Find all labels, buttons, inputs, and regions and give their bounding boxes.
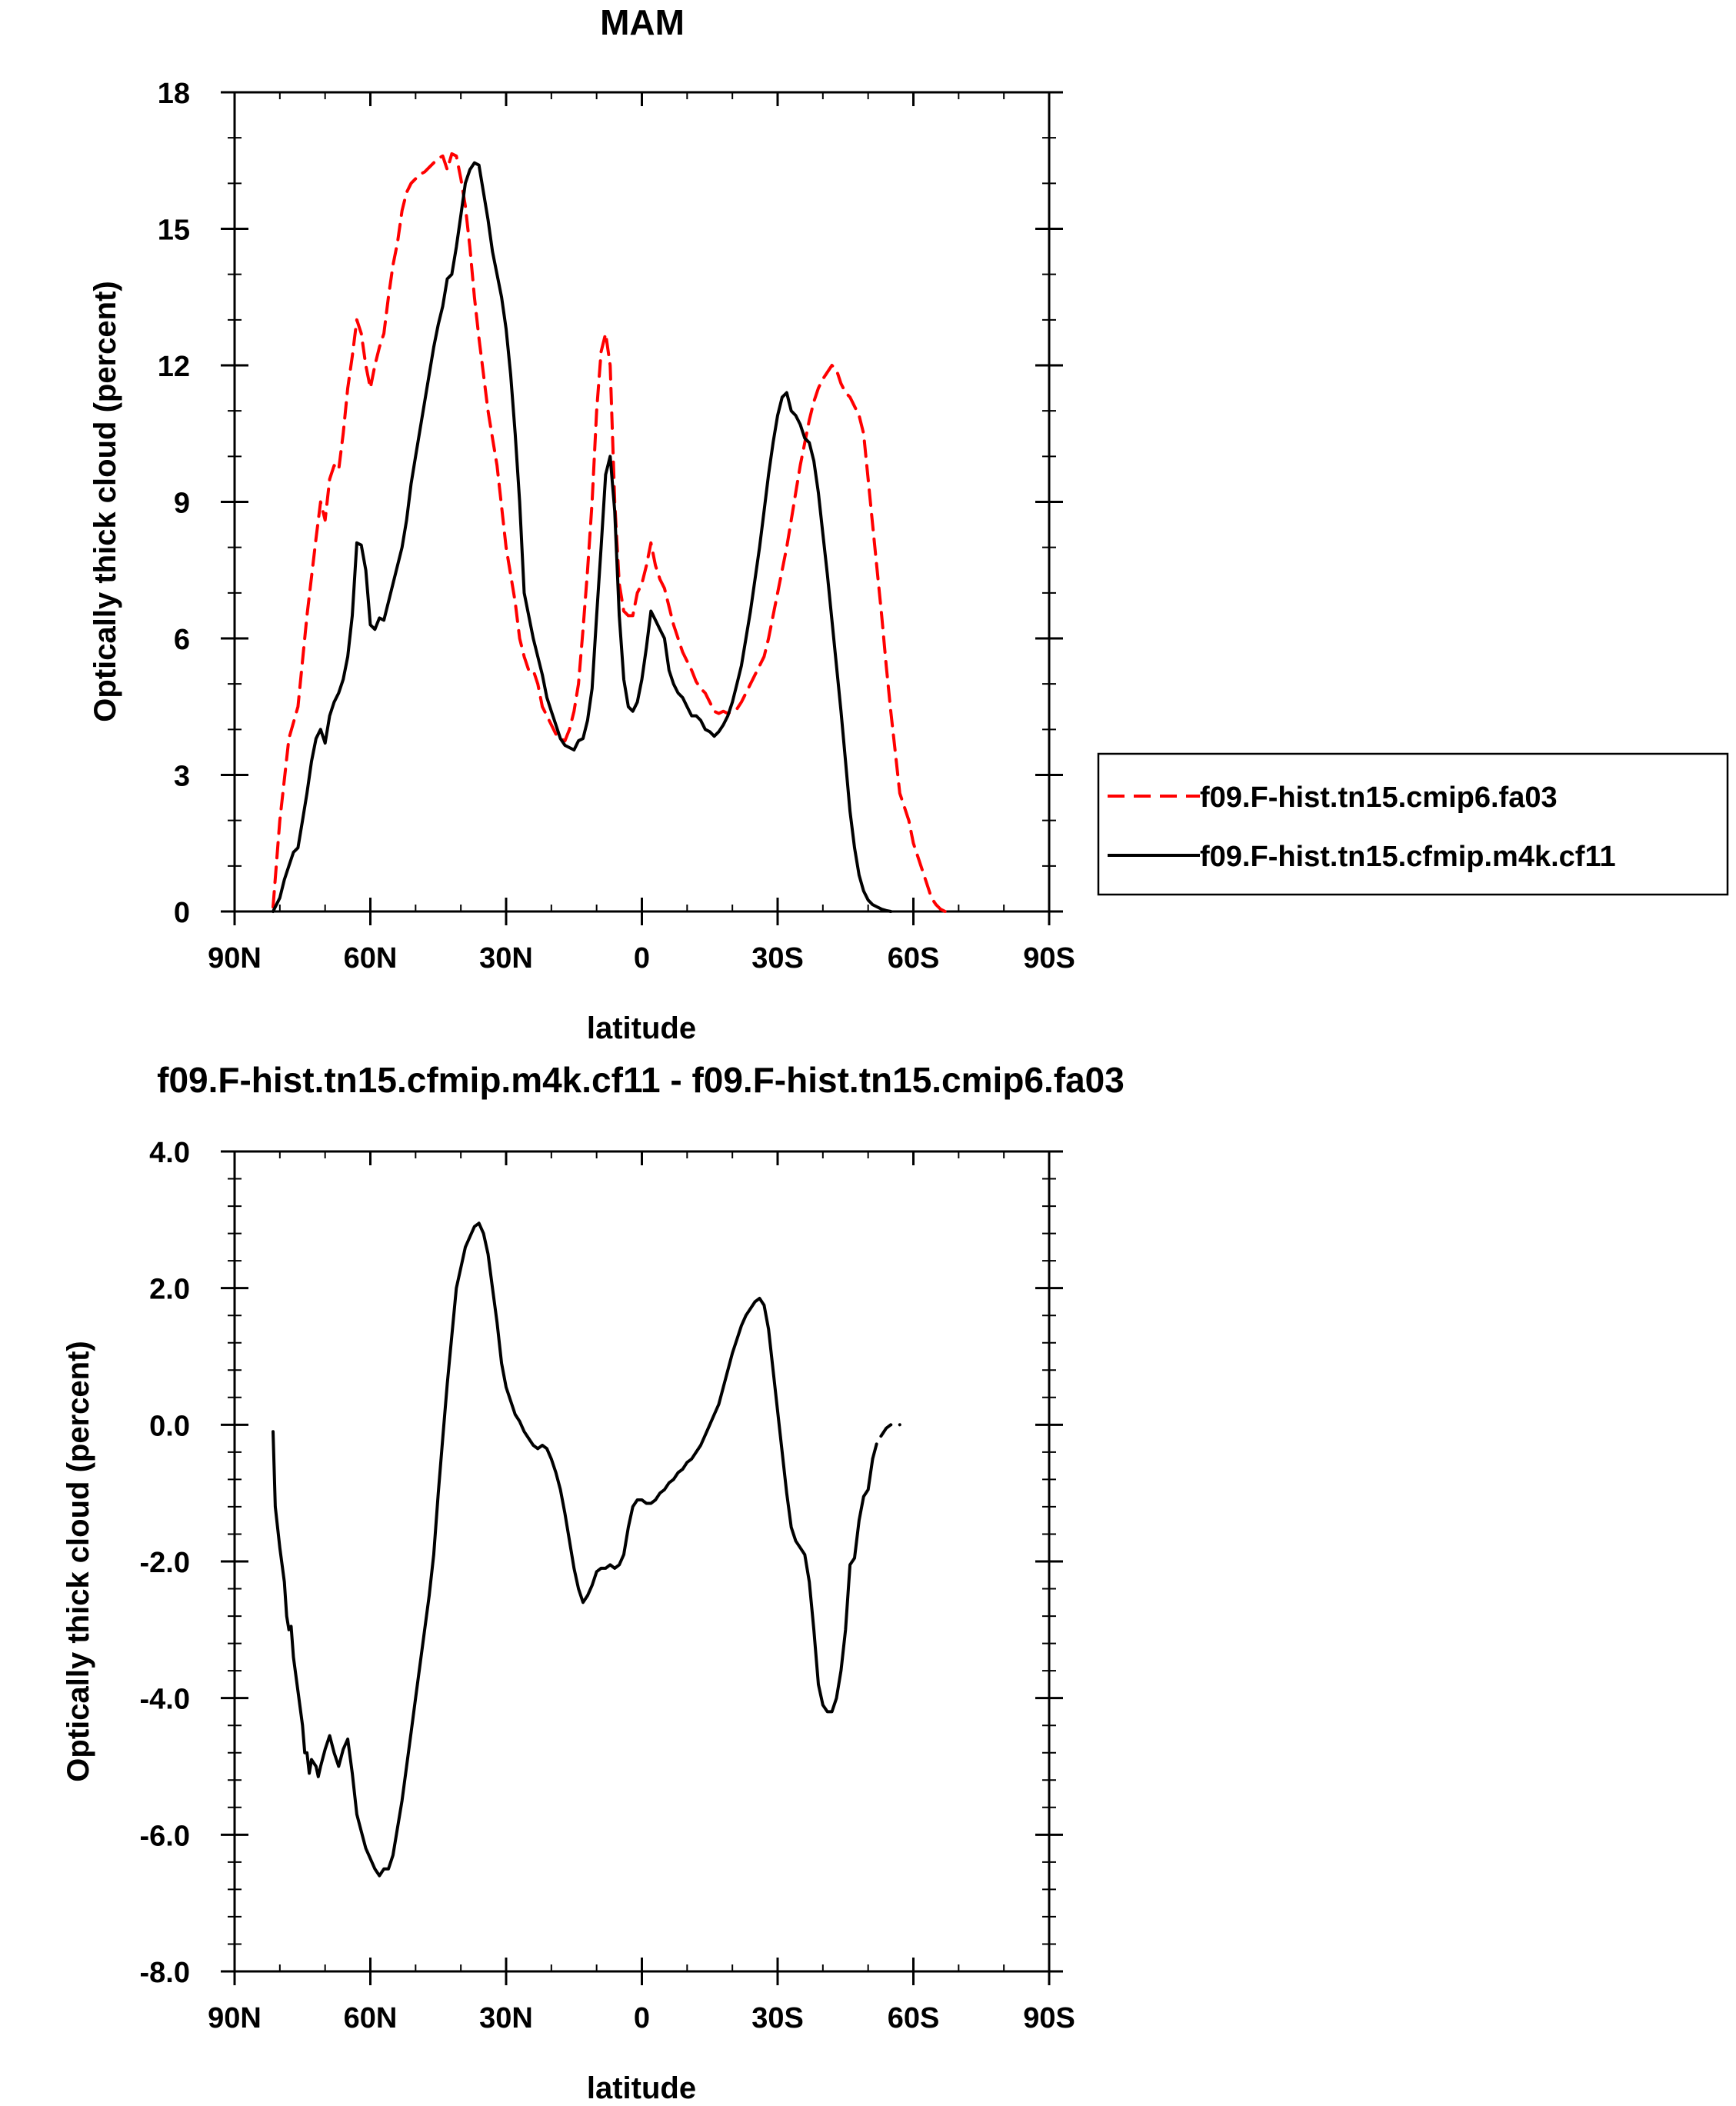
series-line-2: [871, 1423, 901, 1461]
x-tick-label: 30S: [751, 942, 804, 975]
y-tick-label: 15: [158, 215, 190, 247]
x-tick-label: 90N: [208, 942, 262, 975]
y-tick-label: 4.0: [149, 1137, 190, 1169]
y-tick-label: 6: [174, 624, 190, 656]
bottom-plot-frame: [233, 1150, 1051, 1973]
bottom-x-axis-label: latitude: [587, 2071, 696, 2105]
top-x-axis-label: latitude: [587, 1011, 696, 1045]
y-tick-label: -6.0: [140, 1820, 190, 1852]
y-tick-label: 0.0: [149, 1410, 190, 1442]
y-tick-label: -8.0: [140, 1957, 190, 1989]
x-tick-label: 0: [634, 942, 650, 975]
top-y-axis-label: Optically thick cloud (percent): [88, 281, 122, 721]
bottom-y-axis-label: Optically thick cloud (percent): [62, 1341, 95, 1781]
bottom-chart-title: f09.F-hist.tn15.cfmip.m4k.cf11 - f09.F-h…: [157, 1060, 1125, 1100]
series-line-1: [272, 1221, 875, 1878]
top-panel: MAM 90N 60N 30N 0 30S 60S 90S 0 3 6 9 12 15 18 latitu…: [88, 2, 1075, 1045]
x-tick-label: 60N: [344, 2002, 398, 2034]
x-tick-label: 30S: [751, 2002, 804, 2034]
top-chart-title: MAM: [600, 2, 685, 42]
top-plot-frame: [233, 91, 1051, 913]
x-tick-label: 0: [634, 2002, 650, 2034]
legend-frame: [1097, 752, 1729, 896]
y-tick-label: 3: [174, 761, 190, 793]
y-tick-label: -4.0: [140, 1684, 190, 1716]
legend-label-series-2: f09.F-hist.tn15.cfmip.m4k.cf11: [1200, 841, 1616, 873]
series-line-2: [272, 161, 893, 913]
bottom-panel: f09.F-hist.tn15.cfmip.m4k.cf11 - f09.F-h…: [62, 1060, 1125, 2105]
legend-label-series-1: f09.F-hist.tn15.cmip6.fa03: [1200, 781, 1558, 814]
series-line-1: [272, 152, 947, 913]
legend: f09.F-hist.tn15.cmip6.fa03 f09.F-hist.tn…: [1097, 752, 1729, 896]
y-tick-label: -2.0: [140, 1547, 190, 1579]
x-tick-label: 30N: [479, 2002, 533, 2034]
x-tick-label: 60S: [888, 2002, 940, 2034]
x-tick-label: 90S: [1023, 942, 1075, 975]
y-tick-label: 18: [158, 78, 190, 110]
y-tick-label: 12: [158, 351, 190, 383]
x-tick-label: 60S: [888, 942, 940, 975]
x-tick-label: 90S: [1023, 2002, 1075, 2034]
y-tick-label: 2.0: [149, 1274, 190, 1306]
y-tick-label: 9: [174, 488, 190, 520]
x-tick-label: 30N: [479, 942, 533, 975]
x-tick-label: 60N: [344, 942, 398, 975]
x-tick-label: 90N: [208, 2002, 262, 2034]
y-tick-label: 0: [174, 897, 190, 929]
